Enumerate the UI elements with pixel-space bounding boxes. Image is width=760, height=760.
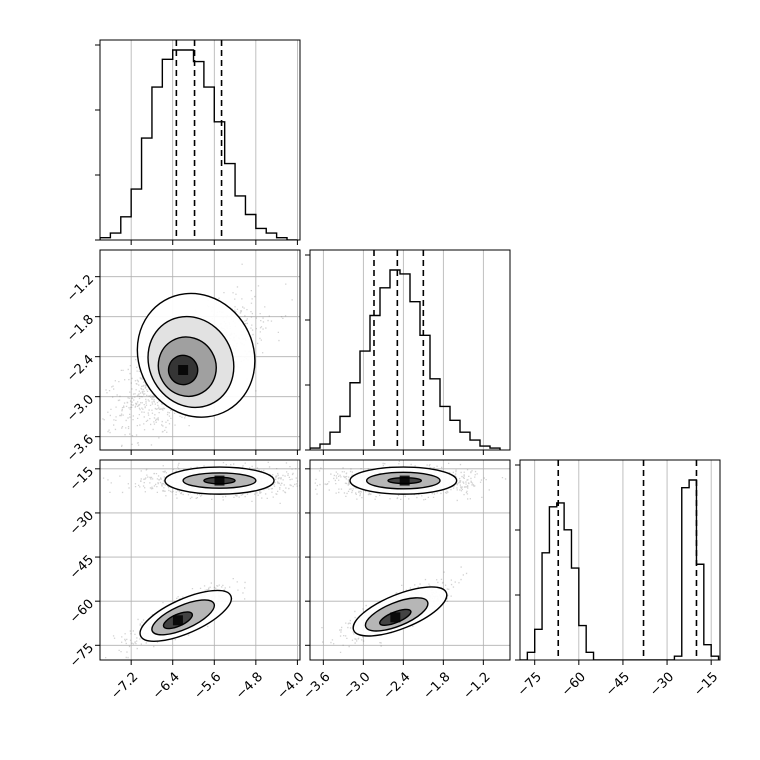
panel-frame <box>519 459 721 661</box>
panel-frame <box>99 39 301 241</box>
y-tick-label: −1.8 <box>64 312 97 345</box>
x-tick-label: −6.4 <box>150 670 183 703</box>
histogram-p1 <box>310 269 501 450</box>
y-tick-label: −75 <box>67 641 97 671</box>
x-tick-label: −7.2 <box>108 670 141 703</box>
x-tick-label: −30 <box>647 670 677 700</box>
x-tick-label: −1.8 <box>421 670 454 703</box>
density-panel <box>314 460 507 653</box>
density-peak <box>214 475 225 486</box>
density-peak <box>399 475 410 486</box>
x-tick-label: −4.0 <box>275 670 308 703</box>
y-tick-label: −15 <box>67 464 97 494</box>
x-tick-label: −4.8 <box>233 670 266 703</box>
x-tick-label: −60 <box>559 670 589 700</box>
y-tick-label: −2.4 <box>64 352 97 385</box>
x-tick-label: −3.0 <box>341 670 374 703</box>
density-panel <box>102 461 300 659</box>
y-tick-label: −3.0 <box>64 392 97 425</box>
x-tick-label: −45 <box>603 670 633 700</box>
panel-frame <box>99 249 301 451</box>
x-tick-label: −3.6 <box>301 670 334 703</box>
panel-frame <box>309 459 511 661</box>
density-peak <box>172 615 183 626</box>
y-tick-label: −30 <box>67 508 97 538</box>
panel-frame <box>99 459 301 661</box>
y-tick-label: −45 <box>67 552 97 582</box>
x-tick-label: −5.6 <box>192 670 225 703</box>
y-tick-label: −60 <box>67 597 97 627</box>
histogram-p2 <box>520 479 720 660</box>
histogram-p0 <box>100 49 298 240</box>
density-peak <box>178 365 189 375</box>
density-peak <box>390 612 401 623</box>
x-tick-label: −1.2 <box>461 670 494 703</box>
x-tick-label: −2.4 <box>381 670 414 703</box>
y-tick-label: −3.6 <box>64 432 97 465</box>
density-panel <box>100 263 293 447</box>
y-tick-label: −1.2 <box>64 272 97 305</box>
panel-frame <box>309 249 511 451</box>
x-tick-label: −15 <box>691 670 721 700</box>
x-tick-label: −75 <box>515 670 545 700</box>
